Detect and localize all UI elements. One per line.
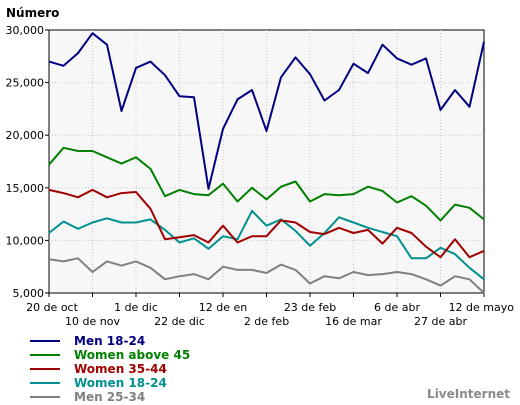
legend-label: Men 25-34 — [74, 390, 146, 404]
series-line-men-25-34 — [48, 257, 485, 294]
y-tick-label: 30,000 — [6, 24, 45, 37]
y-tick-label: 25,000 — [6, 77, 45, 90]
x-tick-label: 12 de mayo — [449, 301, 515, 314]
x-tick-label: 22 de dic — [154, 315, 205, 328]
legend-swatch — [30, 340, 60, 342]
x-tick-label: 12 de en — [199, 301, 248, 314]
legend-swatch — [30, 368, 60, 370]
x-tick-label: 1 de dic — [114, 301, 158, 314]
x-tick-label: 6 de abr — [374, 301, 420, 314]
legend-label: Women above 45 — [74, 348, 191, 362]
x-tick-label: 2 de feb — [244, 315, 289, 328]
brand-logo: LiveInternet — [427, 387, 510, 401]
grid-lines — [49, 30, 484, 293]
x-tick-label: 16 de mar — [325, 315, 382, 328]
y-axis: 5,000 10,000 15,000 20,000 25,000 30,000 — [6, 24, 49, 300]
series-line-men-18-24 — [48, 32, 485, 190]
x-tick-label: 27 de abr — [414, 315, 467, 328]
legend-label: Women 35-44 — [74, 362, 167, 376]
y-tick-label: 15,000 — [6, 182, 45, 195]
series-line-women-35-44 — [48, 188, 485, 259]
series-line-women-above-45 — [48, 146, 485, 222]
legend-label: Women 18-24 — [74, 376, 167, 390]
y-tick-label: 20,000 — [6, 129, 45, 142]
x-tick-label: 23 de feb — [284, 301, 336, 314]
series-line-women-18-24 — [48, 209, 485, 281]
x-tick-label: 10 de nov — [65, 315, 120, 328]
y-tick-label: 5,000 — [13, 287, 45, 300]
legend-swatch — [30, 382, 60, 384]
legend-label: Men 18-24 — [74, 334, 146, 348]
y-axis-label: Número — [6, 6, 59, 20]
x-tick-label: 20 de oct — [26, 301, 79, 314]
legend-swatch — [30, 354, 60, 356]
series-lines — [48, 32, 485, 294]
legend-swatch — [30, 396, 60, 398]
y-tick-label: 10,000 — [6, 234, 45, 247]
